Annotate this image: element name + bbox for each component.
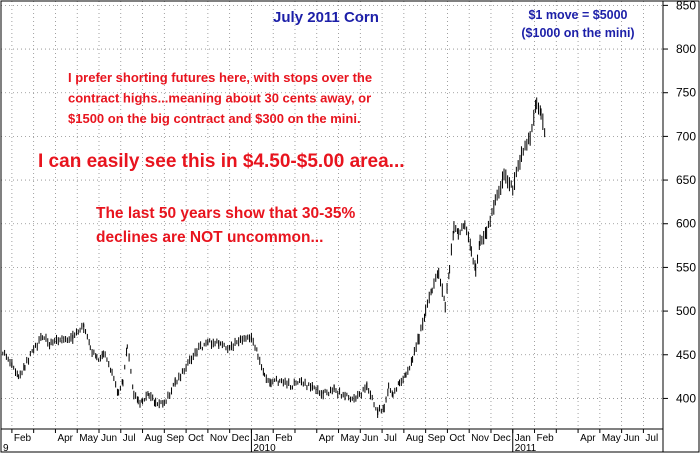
x-month-label: Jun [362,433,378,444]
x-month-label: Aug [145,433,163,444]
contract-info-line: $1 move = $5000 [528,8,627,22]
grid [1,1,663,429]
x-month-label: Feb [14,433,32,444]
x-month-label: Oct [188,433,204,444]
annotation-line: The last 50 years show that 30-35% [96,205,356,222]
contract-info: $1 move = $5000 ($1000 on the mini) [521,8,634,40]
y-axis: 400 450 500 550 600 650 700 750 800 850 [663,0,696,405]
x-year-label: 2010 [253,443,276,453]
x-month-label: Jun [101,433,117,444]
x-month-label: Jan [253,433,269,444]
y-tick-label: 850 [676,0,696,12]
x-month-label: Nov [210,433,228,444]
y-tick-label: 500 [676,304,696,318]
annotation-line: I can easily see this in $4.50-$5.00 are… [38,151,405,172]
y-tick-label: 400 [676,391,696,405]
x-month-label: Apr [57,433,73,444]
y-tick-label: 600 [676,217,696,231]
x-year-label: 2011 [515,443,537,453]
annotation-line: $1500 on the big contract and $300 on th… [68,111,361,126]
x-month-label: Oct [449,433,465,444]
y-axis-panel [662,0,700,453]
annotation-line: I prefer shorting futures here, with sto… [68,70,372,85]
x-year-label: 9 [3,443,9,453]
y-tick-label: 700 [676,129,696,143]
y-tick-label: 650 [676,173,696,187]
annotation-line: contract highs...meaning about 30 cents … [68,91,371,106]
annotation-shorting: I prefer shorting futures here, with sto… [68,70,372,126]
x-month-label: Apr [580,433,596,444]
x-month-label: May [341,433,360,444]
contract-info-line: ($1000 on the mini) [521,26,634,40]
x-month-label: Sep [166,433,184,444]
x-month-label: Jul [645,433,658,444]
x-month-label: Apr [319,433,335,444]
x-month-label: Jun [624,433,640,444]
x-month-label: Nov [471,433,489,444]
price-series [0,97,546,418]
x-month-label: Jul [384,433,397,444]
y-tick-label: 550 [676,260,696,274]
x-month-label: Jan [515,433,531,444]
x-month-label: Aug [406,433,424,444]
annotation-target: I can easily see this in $4.50-$5.00 are… [38,151,405,172]
x-month-label: Feb [275,433,293,444]
x-month-label: Sep [428,433,446,444]
x-month-label: Jul [123,433,136,444]
chart-title: July 2011 Corn [273,9,379,26]
annotation-history: The last 50 years show that 30-35% declin… [96,205,356,246]
x-month-label: May [602,433,621,444]
x-month-label: Feb [537,433,555,444]
x-month-label: May [79,433,98,444]
y-tick-label: 800 [676,42,696,56]
x-axis: Feb Apr May Jun Jul Aug Sep Oct Nov Dec Jan Feb Apr M… [0,429,658,454]
annotation-line: declines are NOT uncommon... [96,229,323,246]
y-tick-label: 450 [676,348,696,362]
y-tick-label: 750 [676,86,696,100]
annotations: I prefer shorting futures here, with sto… [38,70,405,246]
x-month-label: Dec [493,433,511,444]
x-month-label: Dec [232,433,250,444]
